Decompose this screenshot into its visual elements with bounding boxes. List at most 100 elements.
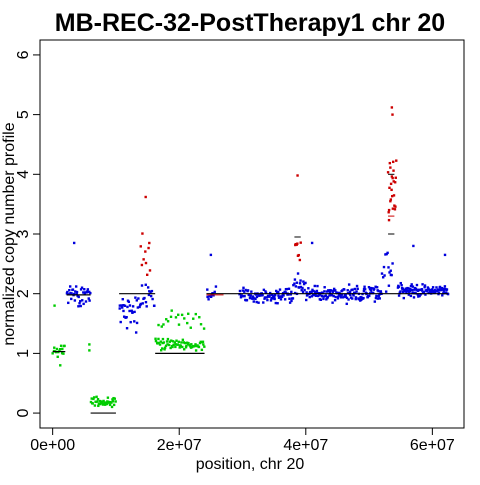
data-point-neutral xyxy=(349,293,352,297)
data-point-neutral xyxy=(401,287,405,290)
data-point-neutral xyxy=(375,286,379,289)
data-point-neutral xyxy=(302,280,305,283)
data-point-gain xyxy=(297,253,300,257)
data-point-gain xyxy=(393,208,397,211)
data-point-loss xyxy=(160,325,163,328)
data-point-neutral xyxy=(282,294,285,297)
data-point-neutral xyxy=(339,296,343,299)
data-point-loss xyxy=(163,346,167,349)
data-point-neutral xyxy=(288,301,292,304)
data-point-loss xyxy=(184,346,188,349)
data-point-gain xyxy=(390,106,394,109)
data-point-neutral xyxy=(251,295,255,298)
y-axis: 0 1 2 3 4 5 6 xyxy=(15,50,40,418)
data-point-neutral xyxy=(88,299,91,302)
data-point-neutral xyxy=(347,283,351,286)
data-point-neutral xyxy=(421,289,424,292)
data-point-neutral xyxy=(295,281,299,284)
data-point-loss xyxy=(185,344,188,348)
data-point-neutral xyxy=(330,294,334,297)
data-point-loss xyxy=(200,348,204,352)
data-point-loss xyxy=(170,309,173,312)
data-point-loss xyxy=(171,345,174,349)
data-point-loss xyxy=(53,304,56,307)
data-point-neutral xyxy=(255,300,258,304)
data-point-loss xyxy=(178,346,181,349)
data-point-neutral xyxy=(382,265,386,269)
data-point-loss xyxy=(187,312,190,315)
data-point-loss xyxy=(164,344,168,347)
data-point-neutral xyxy=(308,295,311,299)
data-point-neutral xyxy=(391,262,394,265)
data-point-neutral xyxy=(122,304,125,307)
data-point-neutral xyxy=(354,296,358,299)
data-point-neutral xyxy=(310,295,314,298)
data-point-neutral xyxy=(341,296,345,299)
data-point-loss xyxy=(170,339,173,342)
x-tick-label: 4e+07 xyxy=(283,437,328,454)
y-tick-label: 4 xyxy=(15,170,32,179)
y-tick-label: 2 xyxy=(15,289,32,298)
data-point-loss xyxy=(154,337,157,340)
data-point-loss xyxy=(92,397,95,401)
data-point-neutral xyxy=(134,331,138,334)
data-point-gain xyxy=(392,169,395,172)
data-point-gain xyxy=(387,211,390,214)
y-axis-label: normalized copy number profile xyxy=(1,122,18,345)
data-point-neutral xyxy=(126,305,129,309)
data-point-neutral xyxy=(431,286,435,289)
x-tick-label: 2e+07 xyxy=(157,437,202,454)
data-point-gain xyxy=(389,166,392,169)
data-point-neutral xyxy=(79,304,82,308)
data-point-neutral xyxy=(128,309,131,313)
data-point-neutral xyxy=(344,295,347,299)
data-point-loss xyxy=(157,341,160,345)
data-point-neutral xyxy=(262,288,266,292)
data-point-gain xyxy=(388,161,392,165)
data-point-gain xyxy=(386,171,390,174)
data-point-neutral xyxy=(287,287,291,290)
data-point-loss xyxy=(61,347,64,351)
data-point-gain xyxy=(141,232,144,235)
data-point-neutral xyxy=(74,285,78,288)
data-point-neutral xyxy=(322,297,325,301)
data-point-loss xyxy=(58,349,61,353)
data-point-neutral xyxy=(118,307,121,310)
data-point-neutral xyxy=(320,294,324,298)
data-point-neutral xyxy=(214,285,218,288)
data-point-neutral xyxy=(255,295,259,299)
data-points xyxy=(51,106,450,409)
data-point-neutral xyxy=(128,304,132,307)
data-point-neutral xyxy=(149,294,153,298)
data-point-neutral xyxy=(72,292,76,296)
data-point-loss xyxy=(110,401,113,404)
data-point-neutral xyxy=(269,299,273,302)
data-point-neutral xyxy=(322,295,325,298)
data-point-loss xyxy=(111,400,115,403)
data-point-neutral xyxy=(372,291,375,295)
data-point-neutral xyxy=(400,284,403,287)
data-point-neutral xyxy=(65,292,69,295)
data-point-neutral xyxy=(293,278,297,281)
data-point-gain xyxy=(296,242,299,245)
data-point-loss xyxy=(92,396,96,399)
data-point-gain xyxy=(391,113,394,116)
data-point-neutral xyxy=(294,285,298,288)
data-point-loss xyxy=(196,344,199,347)
data-point-neutral xyxy=(270,293,274,297)
data-point-neutral xyxy=(316,291,319,295)
data-point-neutral xyxy=(307,287,310,290)
data-point-neutral xyxy=(300,289,303,292)
data-point-neutral xyxy=(332,287,336,291)
data-point-neutral xyxy=(435,286,438,289)
data-point-loss xyxy=(114,400,117,403)
data-point-loss xyxy=(105,402,109,406)
data-point-neutral xyxy=(277,290,280,294)
data-point-neutral xyxy=(442,289,445,292)
data-point-neutral xyxy=(129,320,132,324)
data-point-neutral xyxy=(409,285,413,288)
data-point-loss xyxy=(166,320,170,323)
data-point-gain xyxy=(148,269,152,272)
data-point-loss xyxy=(100,401,104,405)
data-point-neutral xyxy=(384,253,387,256)
